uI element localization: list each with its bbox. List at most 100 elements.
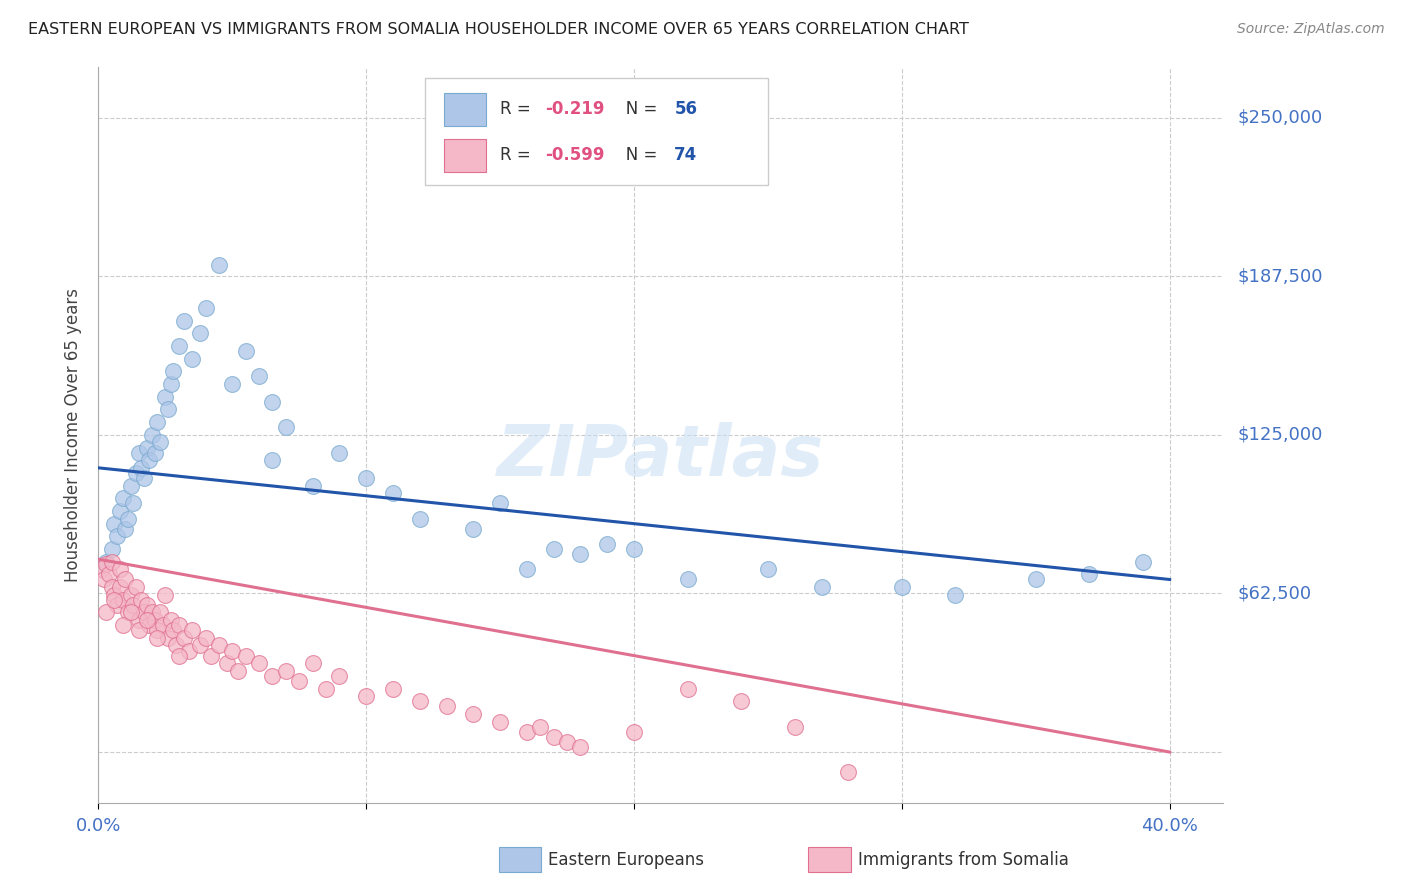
Point (837, 765, 859, 780)
Point (463, 706, 485, 721)
Point (288, 673, 311, 688)
Point (114, 573, 136, 587)
Point (215, 657, 238, 671)
Point (157, 402, 180, 417)
Text: N =: N = (610, 101, 662, 119)
Point (162, 624, 184, 638)
Point (149, 606, 172, 620)
Point (463, 522, 485, 536)
Point (114, 522, 136, 536)
Point (221, 377, 243, 392)
FancyBboxPatch shape (444, 93, 486, 126)
Text: Immigrants from Somalia: Immigrants from Somalia (858, 851, 1069, 869)
Point (111, 618, 134, 632)
Point (120, 588, 142, 602)
FancyBboxPatch shape (425, 78, 768, 185)
Point (105, 529, 128, 543)
Point (226, 664, 249, 678)
Text: 56: 56 (675, 101, 697, 119)
Point (596, 537, 619, 551)
Point (108, 562, 131, 576)
Point (128, 613, 150, 627)
Text: -0.599: -0.599 (546, 146, 605, 164)
Point (783, 720, 806, 734)
Point (676, 573, 699, 587)
Point (247, 369, 270, 384)
Point (569, 547, 592, 561)
Point (132, 471, 155, 485)
Point (96, 555, 118, 569)
Point (120, 606, 142, 620)
Point (194, 301, 217, 315)
Point (382, 486, 405, 500)
Point (146, 631, 169, 645)
Point (167, 648, 190, 663)
Point (274, 420, 297, 434)
Point (141, 606, 163, 620)
Point (143, 445, 166, 459)
Point (890, 580, 912, 594)
Point (436, 699, 458, 714)
Point (138, 618, 160, 632)
Point (117, 511, 139, 525)
FancyBboxPatch shape (444, 138, 486, 171)
Point (173, 631, 195, 645)
Point (105, 598, 128, 612)
Text: N =: N = (610, 146, 662, 164)
Point (328, 445, 350, 459)
Point (152, 618, 174, 632)
Text: Eastern Europeans: Eastern Europeans (548, 851, 704, 869)
Point (162, 364, 184, 378)
Text: $125,000: $125,000 (1237, 425, 1323, 444)
Point (159, 613, 181, 627)
Point (543, 730, 565, 744)
Point (409, 694, 432, 708)
Point (623, 542, 645, 557)
Point (188, 326, 211, 341)
Text: $62,500: $62,500 (1237, 584, 1312, 602)
Point (179, 643, 201, 657)
Point (159, 377, 181, 392)
Point (125, 580, 148, 594)
Point (810, 580, 832, 594)
Point (181, 624, 204, 638)
Point (262, 669, 284, 683)
Point (301, 478, 323, 492)
Point (155, 588, 177, 602)
Text: Source: ZipAtlas.com: Source: ZipAtlas.com (1237, 22, 1385, 37)
Point (489, 496, 512, 510)
Point (945, 588, 967, 602)
Point (200, 648, 222, 663)
Point (354, 690, 377, 704)
Point (111, 491, 134, 506)
Point (274, 664, 297, 678)
Point (141, 427, 163, 442)
Point (555, 735, 578, 749)
Text: 74: 74 (675, 146, 697, 164)
Point (208, 639, 231, 653)
Point (409, 511, 432, 525)
Point (125, 466, 148, 480)
Point (516, 562, 538, 576)
Point (1132, 555, 1154, 569)
Point (101, 542, 124, 557)
Point (93, 573, 115, 587)
Point (103, 588, 125, 602)
Point (120, 478, 142, 492)
Point (188, 639, 211, 653)
Point (135, 441, 157, 455)
Point (173, 313, 195, 327)
Point (221, 643, 243, 657)
Point (128, 624, 150, 638)
Point (138, 453, 160, 467)
Point (132, 606, 155, 620)
Text: ZIPatlas: ZIPatlas (498, 423, 824, 491)
Point (235, 344, 257, 359)
Point (122, 598, 145, 612)
Point (129, 592, 152, 607)
Point (129, 460, 152, 475)
Point (157, 631, 180, 645)
Point (146, 624, 169, 638)
Point (101, 580, 124, 594)
Point (208, 258, 231, 272)
